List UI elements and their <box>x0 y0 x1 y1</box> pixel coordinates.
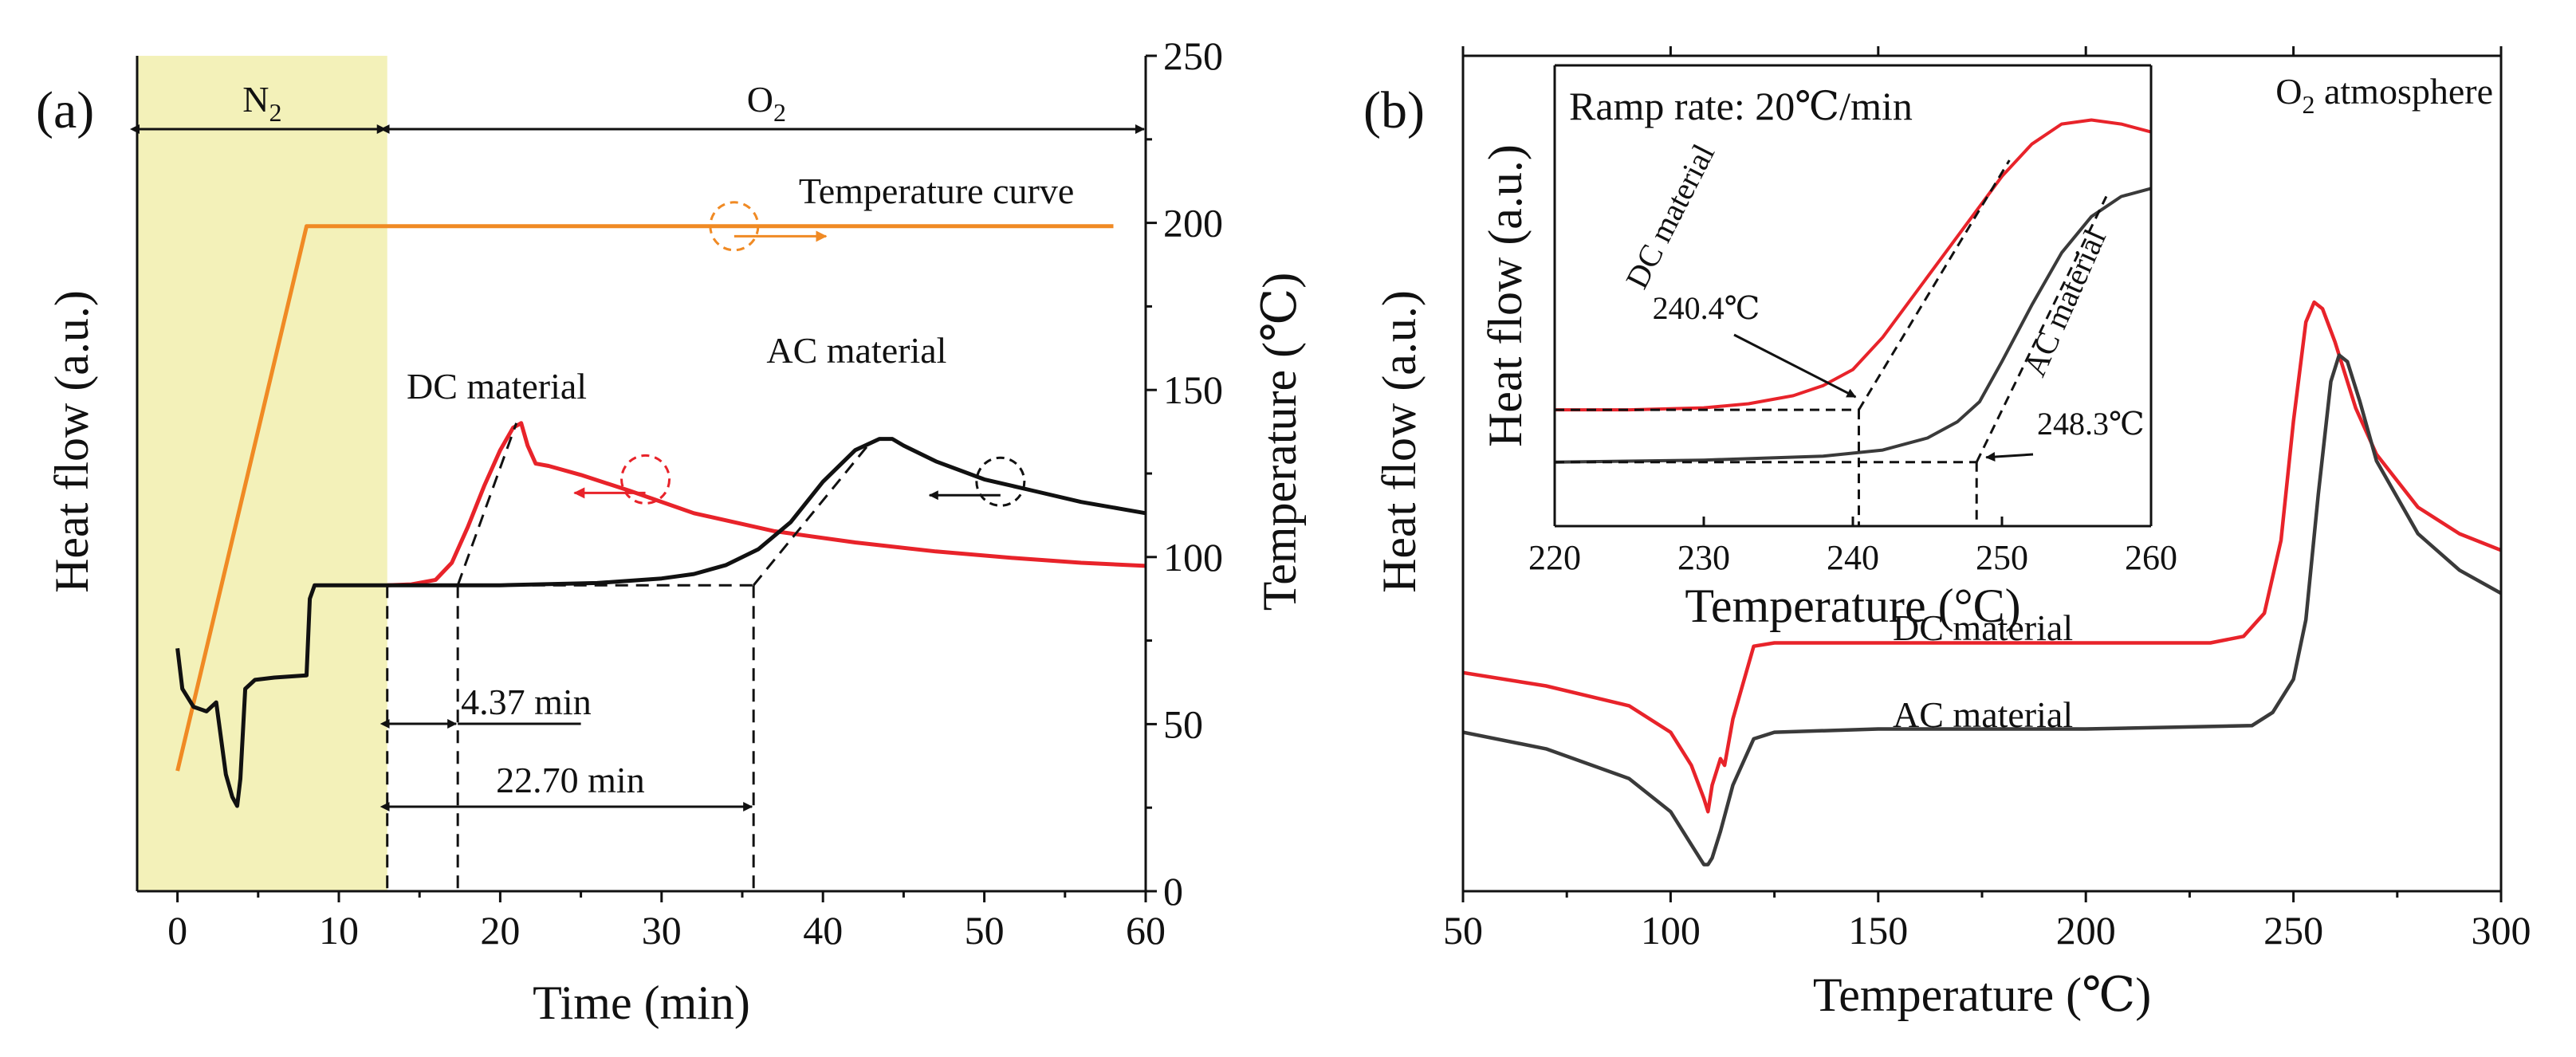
panel-a-x-tick-label: 10 <box>319 908 359 953</box>
inset-plot-area <box>1555 118 2152 464</box>
inset-onset-248-arrow <box>1985 452 2034 462</box>
temperature-curve-label: Temperature curve <box>799 171 1074 211</box>
o2-subscript: 2 <box>773 98 786 127</box>
dc-material-label: DC material <box>1893 607 2073 648</box>
inset-dc-tangent <box>1858 159 2011 411</box>
panel-b-title-main: O <box>2275 71 2302 112</box>
panel-b-title-rest: atmosphere <box>2314 71 2493 112</box>
inset-onset-guides <box>1555 159 2108 526</box>
panel-a-x-axis-title: Time (min) <box>533 976 750 1029</box>
inset-dc-material-curve <box>1555 118 2152 412</box>
panel-a-y-axis-title: Heat flow (a.u.) <box>45 290 98 593</box>
panel-a-y2-tick-label: 50 <box>1163 701 1203 746</box>
inset-x-tick-label: 220 <box>1528 538 1581 577</box>
atmosphere-regions: N2 O2 <box>130 79 1145 134</box>
n2-subscript: 2 <box>269 98 281 127</box>
onset-guides <box>386 422 873 891</box>
inset-x-axis-title: Temperature (°C) <box>1685 580 2020 632</box>
panel-b-title-subscript: 2 <box>2302 90 2314 119</box>
inset-x-tick-label: 260 <box>2125 538 2177 577</box>
ac-tangent <box>753 440 873 587</box>
ac-material-label: AC material <box>766 330 946 371</box>
o2-region-label: O2 <box>747 79 786 127</box>
panel-a-x-tick-label: 30 <box>642 908 682 953</box>
inset-x-tick-label: 240 <box>1827 538 1879 577</box>
inset-onset-248-label: 248.3℃ <box>2037 406 2145 442</box>
panel-b-x-tick-label: 50 <box>1443 908 1483 953</box>
panel-b-x-tick-label: 100 <box>1641 908 1701 953</box>
inset-chart: 220 230 240 250 260 Ramp rate: 20℃/min Tempe… <box>1479 64 2177 632</box>
n2-region-label: N2 <box>242 79 281 127</box>
inset-onset-240-label: 240.4℃ <box>1653 290 1760 326</box>
n2-main: N <box>242 79 269 120</box>
inset-y-axis-title: Heat flow (a.u.) <box>1479 144 1532 447</box>
dc-material-label: DC material <box>407 366 587 407</box>
panel-a-x-tick-label: 50 <box>965 908 1005 953</box>
panel-b-x-tick-label: 300 <box>2472 908 2531 953</box>
inset-background <box>1555 65 2151 526</box>
temperature-curve-marker-circle <box>709 201 760 252</box>
panel-b-x-tick-label: 250 <box>2263 908 2323 953</box>
panel-a-x-ticks: 0 10 20 30 40 50 60 <box>167 891 1166 953</box>
panel-b-x-axis-title: Temperature (℃) <box>1813 969 2151 1021</box>
panel-a-y2-tick-label: 0 <box>1163 869 1183 914</box>
dc-material-curve <box>387 421 1146 587</box>
n2-shaded-region <box>137 56 387 891</box>
panel-a-right-y-axis-title: Temperature (℃) <box>1253 273 1306 611</box>
panel-b-title: O2 atmosphere <box>2275 71 2493 119</box>
panel-a-right-y-ticks: 0 50 100 150 200 250 <box>1146 33 1223 914</box>
temperature-curve-curve <box>175 224 1114 772</box>
panel-a-y2-tick-label: 200 <box>1163 201 1223 246</box>
ac-marker-circle <box>975 456 1026 507</box>
panel-a-y2-tick-label: 250 <box>1163 33 1223 78</box>
dc-tangent <box>456 422 518 586</box>
panel-a-y2-tick-label: 150 <box>1163 367 1223 412</box>
inset-x-ticks: 220 230 240 250 260 <box>1528 517 2177 577</box>
onset-time-22-70-label: 22.70 min <box>496 760 645 800</box>
panel-a-x-tick-label: 60 <box>1126 908 1166 953</box>
inset-x-tick-label: 250 <box>1976 538 2028 577</box>
panel-a-x-tick-label: 40 <box>803 908 843 953</box>
o2-main: O <box>747 79 773 120</box>
ac-material-label: AC material <box>1893 694 2073 735</box>
inset-onset-240-arrow <box>1733 333 1857 399</box>
panel-b-x-ticks: 50 100 150 200 250 300 <box>1443 46 2531 953</box>
panel-b-x-tick-label: 200 <box>2056 908 2116 953</box>
inset-ac-tangent <box>1975 195 2108 463</box>
panel-b-y-axis-title: Heat flow (a.u.) <box>1373 290 1426 593</box>
panel-b: (b) 50 100 150 200 250 300 O2 atmosphere DC m… <box>1363 46 2531 1021</box>
panel-b-plot-area <box>1463 300 2501 866</box>
panel-a-x-tick-label: 20 <box>480 908 520 953</box>
inset-ramp-rate-label: Ramp rate: 20℃/min <box>1569 84 1913 128</box>
panel-b-x-tick-label: 150 <box>1848 908 1908 953</box>
panel-a-label: (a) <box>36 81 94 139</box>
ac-material-curve <box>1463 353 2501 866</box>
panel-b-label: (b) <box>1363 81 1425 139</box>
inset-x-tick-label: 230 <box>1677 538 1730 577</box>
dc-material-curve <box>1463 300 2501 814</box>
panel-a-x-tick-label: 0 <box>167 908 187 953</box>
panel-a-y2-tick-label: 100 <box>1163 535 1223 580</box>
onset-time-4-37-label: 4.37 min <box>461 682 592 722</box>
dc-marker-circle <box>620 454 671 505</box>
inset-ac-material-curve <box>1555 187 2152 464</box>
